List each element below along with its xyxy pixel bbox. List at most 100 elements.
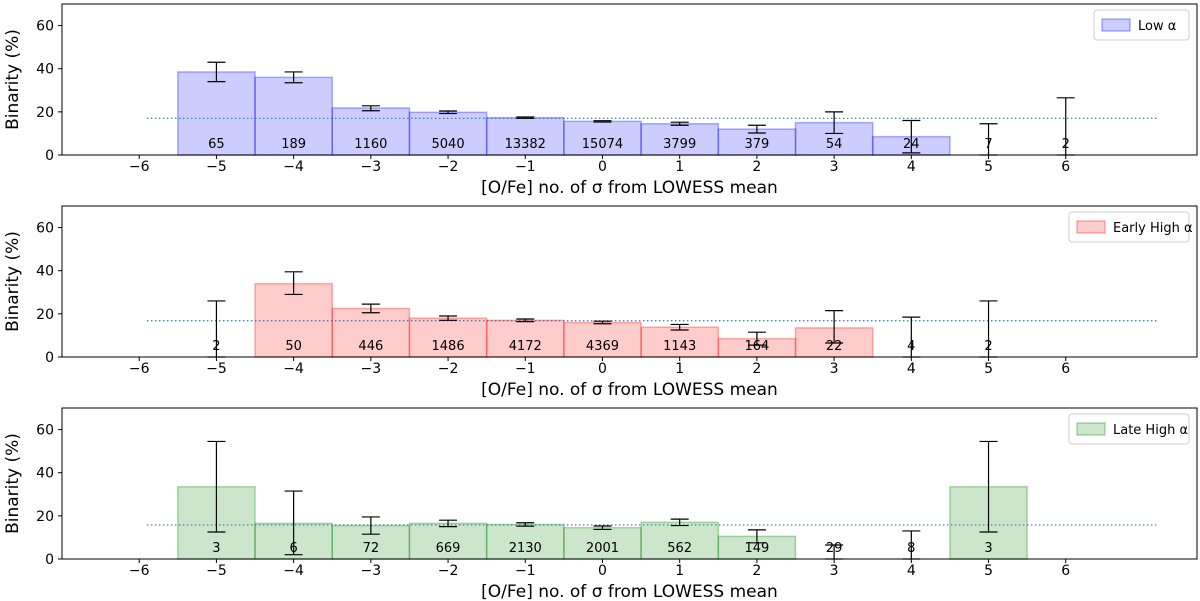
y-axis-label: Binarity (%) [3,231,23,332]
count-label: 13382 [505,137,546,152]
count-label: 379 [744,137,769,152]
count-label: 2001 [586,541,619,556]
x-tick-label: 4 [907,159,916,175]
y-tick-label: 0 [45,148,54,164]
x-tick-label: −6 [129,159,150,175]
x-tick-label: −1 [515,563,536,579]
count-label: 189 [281,137,306,152]
x-tick-label: 5 [984,361,993,377]
bar [640,521,720,560]
axes-frame [61,205,1198,358]
y-tick-label: 0 [45,552,54,568]
axes-frame [61,3,1198,156]
legend-swatch [1076,422,1106,436]
count-label: 669 [436,541,461,556]
legend-box [1068,211,1190,243]
y-tick-label: 20 [36,509,54,525]
legend-swatch [1076,220,1106,234]
x-tick-label: 2 [752,159,761,175]
count-label: 446 [358,339,383,354]
y-tick-label: 40 [36,62,54,78]
x-tick-label: 4 [907,361,916,377]
count-label: 2 [212,339,220,354]
count-label: 4369 [586,339,619,354]
count-label: 4 [907,339,915,354]
x-tick-label: 0 [598,361,607,377]
count-label: 164 [744,339,769,354]
x-tick-label: −5 [206,361,227,377]
x-tick-label: −2 [438,361,459,377]
y-tick-label: 20 [36,307,54,323]
x-tick-label: 5 [984,159,993,175]
x-tick-label: −3 [361,159,382,175]
x-tick-label: −5 [206,563,227,579]
bar [254,76,333,156]
x-tick-label: 1 [675,563,684,579]
legend-swatch [1101,18,1131,32]
bar [485,523,565,560]
x-tick-label: 0 [598,563,607,579]
count-label: 65 [208,137,225,152]
y-tick-label: 60 [36,221,54,237]
x-tick-label: 1 [675,159,684,175]
count-label: 54 [826,137,843,152]
bar [640,326,720,358]
x-tick-label: −3 [361,563,382,579]
count-label: 7 [984,137,992,152]
x-tick-label: 3 [830,361,839,377]
x-tick-label: 6 [1061,563,1070,579]
x-tick-label: −5 [206,159,227,175]
x-tick-label: −6 [129,563,150,579]
legend-label: Early High α [1113,221,1193,236]
x-tick-label: −6 [129,361,150,377]
count-label: 8 [907,541,915,556]
count-label: 50 [285,339,302,354]
y-tick-label: 20 [36,105,54,121]
bar [408,111,488,156]
x-tick-label: 6 [1061,159,1070,175]
x-tick-label: 2 [752,563,761,579]
count-label: 4172 [509,339,542,354]
count-label: 22 [826,339,843,354]
count-label: 2 [1062,137,1070,152]
count-label: 3799 [663,137,696,152]
x-tick-label: 5 [984,563,993,579]
x-tick-label: −1 [515,361,536,377]
x-axis-label: [O/Fe] no. of σ from LOWESS mean [481,582,778,601]
x-tick-label: 2 [752,361,761,377]
bar [408,317,488,358]
count-label: 29 [826,541,843,556]
count-label: 15074 [582,137,623,152]
count-label: 24 [903,137,920,152]
x-tick-label: 6 [1061,361,1070,377]
bar [563,120,642,156]
x-axis-label: [O/Fe] no. of σ from LOWESS mean [481,380,778,400]
legend-box [1093,9,1190,41]
y-axis-label: Binarity (%) [3,29,23,130]
count-label: 2130 [509,541,542,556]
bar [177,71,256,156]
y-tick-label: 60 [36,423,54,439]
y-tick-label: 0 [45,350,54,366]
legend-label: Late High α [1113,423,1188,438]
count-label: 3 [212,541,220,556]
y-tick-label: 40 [36,466,54,482]
x-tick-label: −2 [438,159,459,175]
x-tick-label: −4 [283,563,304,579]
y-tick-label: 40 [36,264,54,280]
count-label: 5040 [432,137,465,152]
x-tick-label: −3 [361,361,382,377]
count-label: 72 [363,541,380,556]
y-tick-label: 60 [36,19,54,35]
count-label: 1143 [663,339,696,354]
x-tick-label: −4 [283,159,304,175]
legend-box [1068,413,1190,445]
count-label: 2 [984,339,992,354]
count-label: 562 [667,541,692,556]
count-label: 3 [984,541,992,556]
count-label: 6 [289,541,297,556]
x-tick-label: 3 [830,159,839,175]
x-tick-label: 0 [598,159,607,175]
